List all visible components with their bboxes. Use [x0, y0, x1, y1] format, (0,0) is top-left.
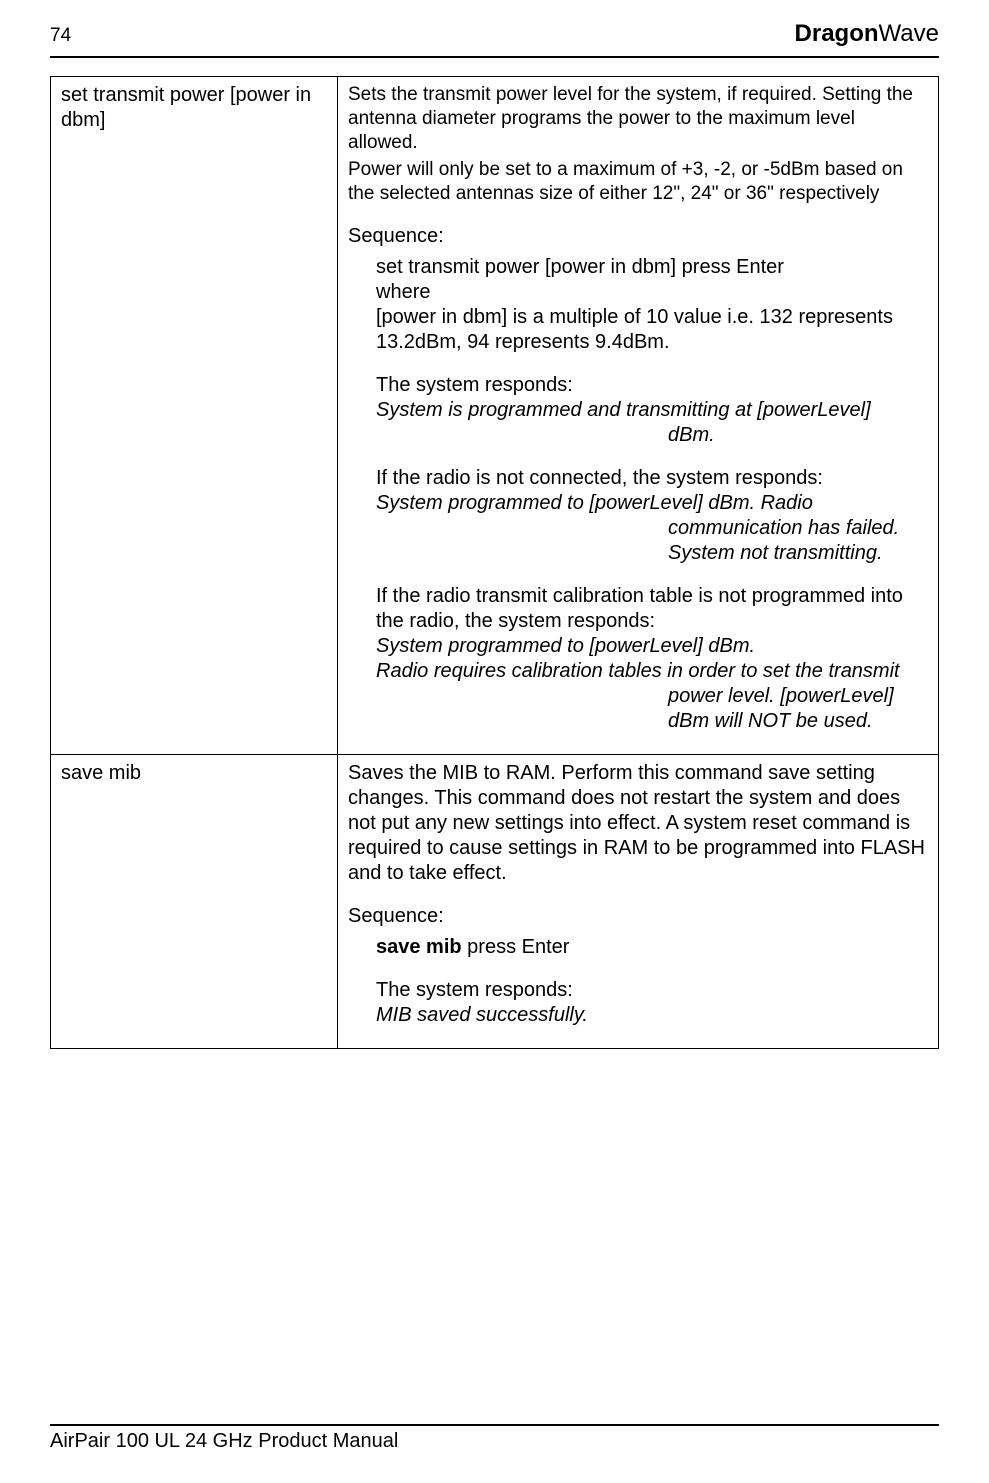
footer-text: AirPair 100 UL 24 GHz Product Manual: [50, 1430, 398, 1452]
seq-rest: press Enter: [462, 936, 570, 958]
intro-text: Saves the MIB to RAM. Perform this comma…: [348, 761, 928, 886]
sequence-line: where: [348, 280, 928, 305]
response-line: dBm.: [348, 423, 928, 448]
response-label: The system responds:: [348, 978, 928, 1003]
sequence-line: save mib press Enter: [348, 935, 928, 960]
response-line: power level. [powerLevel]: [348, 684, 928, 709]
intro-text: Power will only be set to a maximum of +…: [348, 158, 928, 206]
table-row: set transmit power [power in dbm] Sets t…: [51, 77, 939, 755]
command-name: save mib: [61, 762, 141, 784]
sequence-line: [power in dbm] is a multiple of 10 value…: [348, 305, 928, 355]
response-line: System not transmitting.: [348, 541, 928, 566]
command-name: set transmit power [power in dbm]: [61, 84, 311, 131]
brand-name: DragonWave: [795, 20, 939, 48]
condition-label: If the radio is not connected, the syste…: [348, 466, 928, 491]
response-line: Radio requires calibration tables in ord…: [348, 659, 928, 684]
condition-label: If the radio transmit calibration table …: [348, 584, 928, 634]
page-header: 74 DragonWave: [50, 20, 939, 58]
command-cell: set transmit power [power in dbm]: [51, 77, 338, 755]
page-number: 74: [50, 25, 71, 47]
table-row: save mib Saves the MIB to RAM. Perform t…: [51, 754, 939, 1048]
response-line: System is programmed and transmitting at…: [348, 398, 928, 423]
command-table: set transmit power [power in dbm] Sets t…: [50, 76, 939, 1049]
brand-bold: Dragon: [795, 20, 879, 47]
description-cell: Saves the MIB to RAM. Perform this comma…: [338, 754, 939, 1048]
sequence-line: set transmit power [power in dbm] press …: [348, 255, 928, 280]
response-label: The system responds:: [348, 373, 928, 398]
description-cell: Sets the transmit power level for the sy…: [338, 77, 939, 755]
command-cell: save mib: [51, 754, 338, 1048]
response-line: communication has failed.: [348, 516, 928, 541]
response-line: MIB saved successfully.: [348, 1003, 928, 1028]
intro-text: Sets the transmit power level for the sy…: [348, 83, 928, 154]
sequence-label: Sequence:: [348, 224, 928, 249]
brand-light: Wave: [879, 20, 939, 47]
response-line: dBm will NOT be used.: [348, 709, 928, 734]
sequence-label: Sequence:: [348, 904, 928, 929]
response-line: System programmed to [powerLevel] dBm.: [348, 634, 928, 659]
seq-bold: save mib: [376, 936, 462, 958]
page-footer: AirPair 100 UL 24 GHz Product Manual: [50, 1424, 939, 1453]
response-line: System programmed to [powerLevel] dBm. R…: [348, 491, 928, 516]
